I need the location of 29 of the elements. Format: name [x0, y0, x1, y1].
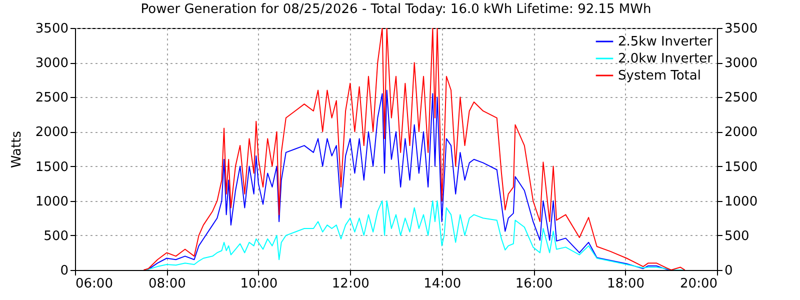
chart-title: Power Generation for 08/25/2026 - Total Today: 16.0 kWh Lifetime: 92.15 MWh: [140, 2, 652, 17]
y-tick-label: 500: [44, 228, 68, 244]
y-tick-label: 3000: [35, 56, 68, 72]
y2-tick-label: 2500: [724, 90, 758, 106]
y-tick-label: 1000: [35, 194, 68, 210]
x-tick-label: 12:00: [332, 276, 370, 292]
y-tick-label: 3500: [35, 22, 68, 36]
x-tick-label: 14:00: [424, 276, 462, 292]
legend-label: System Total: [618, 68, 701, 84]
x-tick-label: 10:00: [240, 276, 278, 292]
x-tick-label: 06:00: [76, 276, 113, 292]
x-tick-label: 18:00: [607, 276, 645, 292]
y2-tick-label: 0: [724, 264, 733, 278]
y2-tick-label: 2000: [724, 125, 758, 140]
x-tick-label: 16:00: [515, 276, 553, 292]
x-tick-label: 08:00: [148, 276, 186, 292]
y2-tick-label: 3000: [724, 56, 758, 72]
legend-label: 2.5kw Inverter: [618, 34, 714, 50]
y2-tick-label: 1500: [724, 160, 758, 175]
y2-tick-label: 3500: [724, 22, 758, 36]
y-tick-label: 2000: [35, 125, 68, 140]
y-tick-label: 0: [60, 264, 68, 278]
y-tick-label: 2500: [35, 90, 68, 106]
legend-label: 2.0kw Inverter: [618, 52, 714, 66]
y-axis-title: Watts: [9, 130, 24, 168]
y2-tick-label: 500: [724, 228, 750, 244]
y2-tick-label: 1000: [724, 194, 758, 210]
x-tick-label: 20:00: [680, 276, 718, 292]
y-tick-label: 1500: [35, 160, 68, 175]
